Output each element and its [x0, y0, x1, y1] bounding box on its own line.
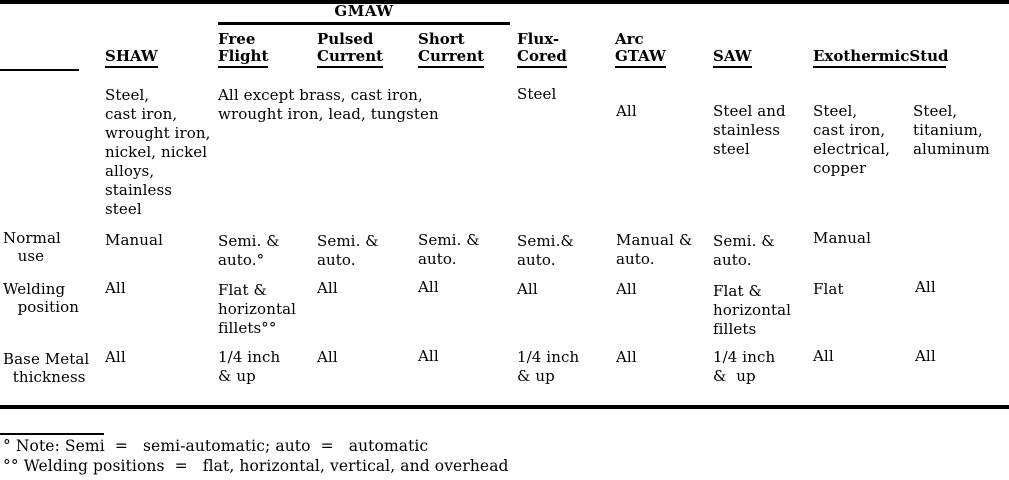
col-header-exothermic-label: Exothermic: [813, 47, 910, 65]
col-header-short-current-label: Current: [418, 48, 485, 68]
cell-welding-position-stud: All: [915, 278, 936, 296]
cell-metals-stud: Steel, titanium, aluminum: [913, 102, 990, 158]
cell-welding-position-exothermic: Flat: [813, 280, 844, 298]
cell-base-metal-short-current: All: [418, 347, 439, 365]
col-header-flight-label: Flight: [218, 48, 269, 68]
cell-base-metal-flux-cored: 1/4 inch & up: [517, 348, 580, 385]
row-label-welding-position: Welding position: [3, 280, 80, 316]
col-header-shaw: SHAW: [105, 48, 158, 68]
col-header-pulsed-current-line2: Current: [317, 48, 384, 68]
col-header-saw: SAW: [713, 48, 752, 68]
cell-welding-position-short-current: All: [418, 278, 439, 296]
table-bottom-rule: [0, 405, 1009, 409]
row-label-base-metal-thickness: Base Metal thickness: [3, 350, 90, 386]
cell-welding-position-flux-cored: All: [517, 280, 538, 298]
col-header-flux-cored-line1: Flux-: [517, 30, 560, 48]
cell-normal-use-arc-gtaw: Manual & auto.: [616, 231, 693, 268]
gmaw-group-underline: [218, 22, 510, 25]
cell-metals-saw: Steel and stainless steel: [713, 102, 786, 158]
cell-metals-flux-cored: Steel: [517, 85, 557, 103]
cell-base-metal-exothermic: All: [813, 347, 834, 365]
cell-normal-use-flux-cored: Semi.& auto.: [517, 232, 574, 269]
col-header-pulsed-current-line1: Pulsed: [317, 30, 374, 48]
cell-metals-arc-gtaw: All: [616, 102, 637, 120]
cell-welding-position-pulsed-current: All: [317, 279, 338, 297]
col-header-short-current-line2: Current: [418, 48, 485, 68]
col-header-exothermic-stud: Exothermic Stud: [813, 47, 949, 68]
col-header-short-current-line1: Short: [418, 30, 465, 48]
row-label-normal-use: Normal use: [3, 229, 61, 265]
table-top-rule: [0, 0, 1009, 4]
col-header-free-flight-line1: Free: [218, 30, 256, 48]
cell-metals-exothermic: Steel, cast iron, electrical, copper: [813, 102, 890, 177]
col-header-gtaw-label: GTAW: [615, 48, 666, 68]
cell-welding-position-arc-gtaw: All: [616, 280, 637, 298]
footnote-welding-positions: °° Welding positions = flat, horizontal,…: [3, 457, 509, 475]
col-header-pulsed-current-label: Current: [317, 48, 384, 68]
cell-base-metal-saw: 1/4 inch & up: [713, 348, 776, 385]
col-header-saw-label: SAW: [713, 48, 752, 68]
footnote-separator-rule: [0, 433, 104, 435]
col-header-stud-label: Stud: [909, 47, 949, 65]
cell-welding-position-shaw: All: [105, 279, 126, 297]
cell-welding-position-saw: Flat & horizontal fillets: [713, 282, 792, 338]
row-label-stub-rule: [0, 69, 79, 71]
cell-base-metal-shaw: All: [105, 348, 126, 366]
cell-welding-position-free-flight: Flat & horizontal fillets°°: [218, 281, 297, 337]
col-header-arc-gtaw-line2: GTAW: [615, 48, 666, 68]
cell-normal-use-free-flight: Semi. & auto.°: [218, 232, 280, 269]
col-header-free-flight-line2: Flight: [218, 48, 269, 68]
cell-base-metal-stud: All: [915, 347, 936, 365]
col-header-flux-cored-line2: Cored: [517, 48, 567, 68]
col-header-shaw-label: SHAW: [105, 48, 158, 68]
cell-metals-gmaw-span: All except brass, cast iron, wrought iro…: [218, 86, 439, 123]
col-header-cored-label: Cored: [517, 48, 567, 68]
cell-base-metal-pulsed-current: All: [317, 348, 338, 366]
cell-metals-shaw: Steel, cast iron, wrought iron, nickel, …: [105, 86, 211, 218]
cell-normal-use-exothermic: Manual: [813, 229, 871, 247]
col-header-arc-gtaw-line1: Arc: [615, 30, 644, 48]
column-group-gmaw: GMAW: [334, 2, 394, 20]
cell-base-metal-arc-gtaw: All: [616, 348, 637, 366]
cell-normal-use-shaw: Manual: [105, 231, 163, 249]
cell-normal-use-pulsed-current: Semi. & auto.: [317, 232, 379, 269]
footnote-semi-auto: ° Note: Semi = semi-automatic; auto = au…: [3, 437, 429, 455]
cell-base-metal-free-flight: 1/4 inch & up: [218, 348, 281, 385]
cell-normal-use-short-current: Semi. & auto.: [418, 231, 480, 268]
cell-normal-use-saw: Semi. & auto.: [713, 232, 775, 269]
